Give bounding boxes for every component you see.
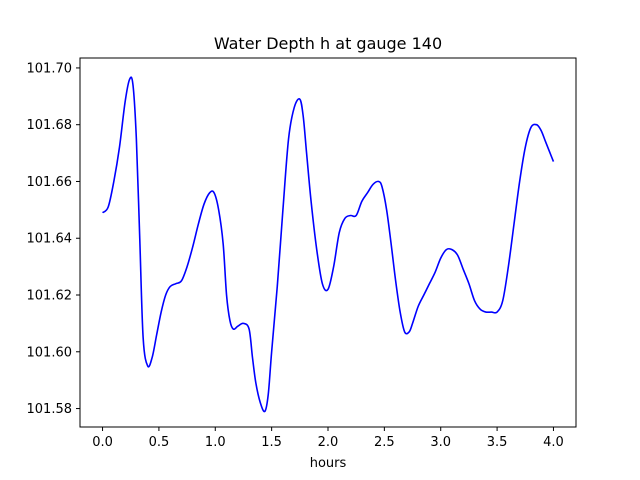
- chart-title: Water Depth h at gauge 140: [214, 34, 442, 53]
- x-tick-label: 0.0: [92, 435, 113, 450]
- x-tick-label: 3.0: [430, 435, 451, 450]
- y-tick-label: 101.60: [27, 345, 73, 360]
- x-tick-label: 1.0: [205, 435, 226, 450]
- x-axis-label: hours: [310, 456, 347, 471]
- y-tick-label: 101.64: [27, 232, 73, 247]
- y-tick-label: 101.70: [27, 61, 73, 76]
- x-tick-label: 2.0: [318, 435, 339, 450]
- y-axis-ticks: 101.58 101.60 101.62 101.64 101.66 101.68 101.…: [27, 61, 80, 417]
- y-tick-label: 101.68: [27, 118, 73, 133]
- x-tick-label: 3.5: [487, 435, 508, 450]
- x-tick-label: 1.5: [261, 435, 282, 450]
- x-tick-label: 0.5: [149, 435, 170, 450]
- data-layer: [101, 76, 555, 413]
- y-tick-label: 101.66: [27, 175, 73, 190]
- x-tick-label: 2.5: [374, 435, 395, 450]
- x-tick-label: 4.0: [543, 435, 564, 450]
- y-tick-label: 101.58: [27, 402, 73, 417]
- plot-frame: [79, 57, 577, 428]
- y-tick-label: 101.62: [27, 289, 73, 304]
- plot-area: 0.0 0.5 1.0 1.5 2.0 2.5 3.0 3.5 4.0 101.58 101.60…: [27, 57, 577, 450]
- series-line-0: [101, 76, 555, 413]
- x-axis-ticks: 0.0 0.5 1.0 1.5 2.0 2.5 3.0 3.5 4.0: [92, 427, 564, 450]
